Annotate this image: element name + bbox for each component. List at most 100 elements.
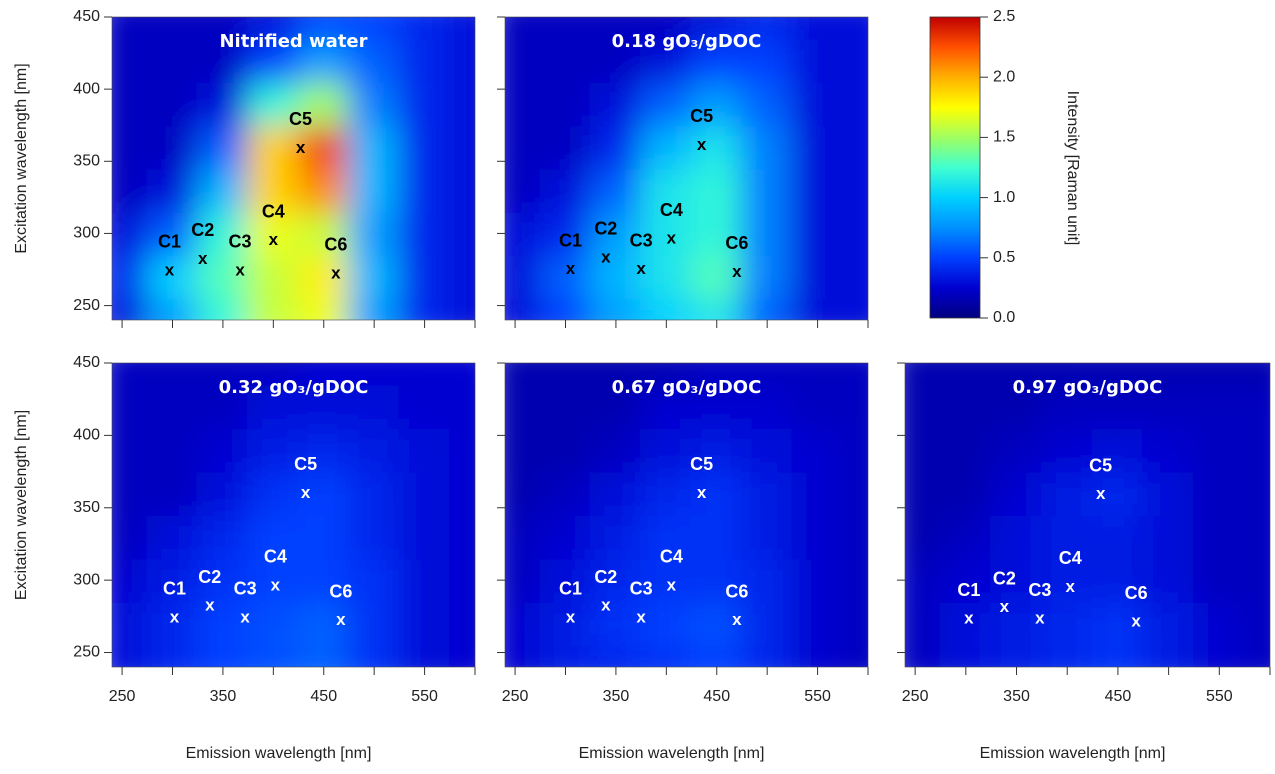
intensity-cell xyxy=(448,600,475,647)
intensity-cell xyxy=(112,600,149,647)
intensity-cell xyxy=(539,470,592,516)
intensity-cell xyxy=(990,363,1043,386)
component-label: C5 xyxy=(690,454,713,474)
intensity-cell xyxy=(690,363,743,386)
intensity-cell xyxy=(589,37,643,83)
intensity-cell xyxy=(1142,600,1195,647)
intensity-cell xyxy=(196,210,250,257)
intensity-cell xyxy=(398,297,451,320)
intensity-cell xyxy=(589,383,643,430)
intensity-cell xyxy=(939,427,993,473)
intensity-cell xyxy=(1142,557,1195,603)
intensity-cell xyxy=(690,254,743,300)
intensity-cell xyxy=(297,210,350,257)
intensity-cell xyxy=(347,124,401,170)
intensity-cell xyxy=(247,644,300,667)
intensity-cell xyxy=(791,383,844,430)
component-label: C4 xyxy=(262,201,285,221)
component-marker: x xyxy=(964,609,974,628)
intensity-cell xyxy=(196,470,250,516)
intensity-cell xyxy=(1091,514,1145,560)
y-axis-label: Excitation wavelength [nm] xyxy=(13,410,30,600)
intensity-cell xyxy=(448,167,475,213)
intensity-cell xyxy=(247,470,300,516)
x-axis-label: Emission wavelength [nm] xyxy=(980,745,1166,762)
intensity-cell xyxy=(791,427,844,473)
intensity-cell xyxy=(347,80,401,127)
intensity-cell xyxy=(740,514,794,560)
intensity-cell xyxy=(398,557,451,603)
intensity-cell xyxy=(297,363,350,386)
intensity-cell xyxy=(297,167,350,213)
y-tick-label: 400 xyxy=(73,427,100,444)
intensity-cell xyxy=(448,470,475,516)
component-label: C5 xyxy=(294,454,317,474)
intensity-cell xyxy=(740,124,794,170)
intensity-cell xyxy=(297,37,350,83)
intensity-cell xyxy=(146,210,199,257)
component-label: C2 xyxy=(594,219,617,239)
intensity-cell xyxy=(146,254,199,300)
intensity-cell xyxy=(448,557,475,603)
component-label: C1 xyxy=(957,580,980,600)
intensity-cell xyxy=(905,470,942,516)
intensity-cell xyxy=(1091,383,1145,430)
intensity-cell xyxy=(146,514,199,560)
intensity-cell xyxy=(112,37,149,83)
intensity-cell xyxy=(841,167,868,213)
intensity-cell xyxy=(247,210,300,257)
intensity-cell xyxy=(347,210,401,257)
intensity-cell xyxy=(297,600,350,647)
intensity-cell xyxy=(539,124,592,170)
intensity-cell xyxy=(1243,514,1270,560)
intensity-cell xyxy=(841,80,868,127)
intensity-cell xyxy=(640,17,693,40)
intensity-cell xyxy=(297,470,350,516)
intensity-cell xyxy=(690,80,743,127)
intensity-cell xyxy=(398,254,451,300)
intensity-cell xyxy=(297,17,350,40)
intensity-cell xyxy=(791,37,844,83)
component-marker: x xyxy=(198,249,208,268)
intensity-cell xyxy=(1040,514,1094,560)
component-label: C6 xyxy=(725,233,748,253)
intensity-cell xyxy=(841,37,868,83)
intensity-cell xyxy=(247,427,300,473)
intensity-cell xyxy=(1091,644,1145,667)
intensity-cell xyxy=(398,124,451,170)
colorbar-tick-label: 2.5 xyxy=(993,8,1015,25)
intensity-cell xyxy=(939,470,993,516)
component-marker: x xyxy=(165,260,175,279)
intensity-cell xyxy=(505,80,542,127)
intensity-cell xyxy=(196,427,250,473)
intensity-cell xyxy=(841,557,868,603)
x-tick-label: 450 xyxy=(1105,688,1132,705)
intensity-cell xyxy=(146,383,199,430)
intensity-cell xyxy=(347,514,401,560)
intensity-cell xyxy=(247,600,300,647)
component-marker: x xyxy=(697,483,707,502)
y-tick-label: 450 xyxy=(73,354,100,371)
intensity-cell xyxy=(347,644,401,667)
intensity-cell xyxy=(990,644,1043,667)
intensity-cell xyxy=(905,644,942,667)
intensity-cell xyxy=(112,210,149,257)
intensity-cell xyxy=(398,470,451,516)
intensity-cell xyxy=(398,383,451,430)
component-label: C5 xyxy=(1089,455,1112,475)
x-tick-label: 450 xyxy=(310,688,337,705)
x-tick-label: 350 xyxy=(210,688,237,705)
intensity-cell xyxy=(640,514,693,560)
component-marker: x xyxy=(1131,612,1141,631)
intensity-cell xyxy=(905,363,942,386)
intensity-cell xyxy=(247,37,300,83)
intensity-cell xyxy=(905,427,942,473)
intensity-cell xyxy=(505,167,542,213)
intensity-cell xyxy=(740,557,794,603)
colorbar-tick-label: 2.0 xyxy=(993,68,1015,85)
colorbar-tick-label: 0.5 xyxy=(993,249,1015,266)
intensity-cell xyxy=(1243,600,1270,647)
intensity-cell xyxy=(740,17,794,40)
intensity-cell xyxy=(297,297,350,320)
y-tick-label: 250 xyxy=(73,644,100,661)
